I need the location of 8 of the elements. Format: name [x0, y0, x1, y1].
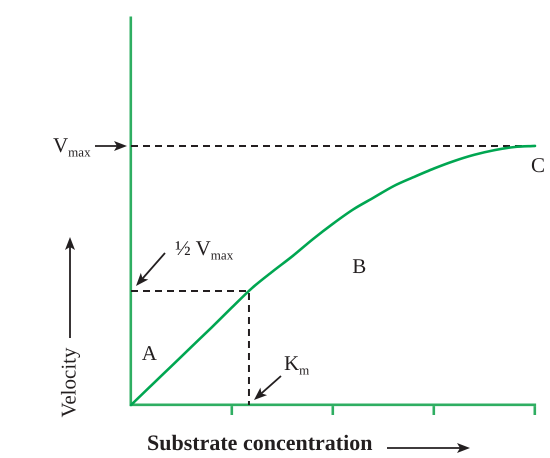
y-axis-title: Velocity	[56, 347, 80, 417]
annotation: A	[142, 341, 157, 366]
annotation: K$_{m}$	[284, 351, 310, 378]
x-axis-title: Substrate concentration	[147, 430, 372, 455]
annotation: C	[531, 153, 546, 178]
annotation: B	[352, 254, 366, 278]
ref-line-label: V$_{max}$	[53, 132, 91, 160]
ref-line-label: ½ V$_{max}$	[175, 236, 234, 263]
